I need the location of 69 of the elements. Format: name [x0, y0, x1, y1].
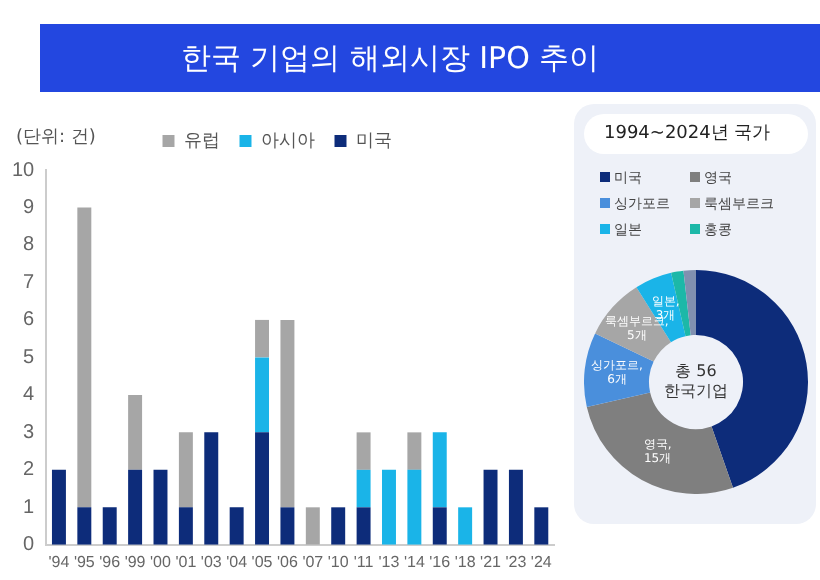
- bar: [432, 432, 447, 508]
- y-tick-label: 5: [23, 346, 36, 369]
- bar: [229, 507, 244, 545]
- y-tick-label: 1: [23, 496, 36, 519]
- x-tick-label: '03: [200, 552, 223, 571]
- bar: [356, 469, 371, 508]
- y-tick-label: 10: [12, 159, 36, 182]
- x-tick-label: '13: [378, 552, 401, 571]
- y-tick-label: 3: [23, 421, 36, 444]
- bar: [255, 357, 270, 433]
- bar: [102, 507, 117, 545]
- x-tick-label: '11: [353, 552, 375, 571]
- x-tick-label: '94: [48, 552, 71, 571]
- x-tick-label: '14: [403, 552, 426, 571]
- x-tick-label: '00: [150, 552, 173, 571]
- x-tick-label: '99: [124, 552, 147, 571]
- y-axis-title: (단위: 건): [16, 126, 96, 150]
- bar: [128, 469, 143, 545]
- bar: [280, 507, 295, 545]
- bar: [483, 469, 498, 545]
- chart-title: 1994~2024년 국가: [584, 114, 808, 154]
- bar: [356, 432, 371, 470]
- y-tick-label: 8: [23, 234, 36, 257]
- y-tick-label: 2: [23, 459, 36, 482]
- x-tick-label: '05: [251, 552, 274, 571]
- y-tick-label: 4: [23, 384, 36, 407]
- bar: [508, 469, 523, 545]
- bar: [204, 432, 219, 545]
- x-tick-label: '95: [73, 552, 96, 571]
- bar: [51, 469, 66, 545]
- y-tick-label: 7: [23, 271, 36, 294]
- bar: [356, 507, 371, 545]
- bar: [280, 319, 295, 508]
- legend-label: 미국: [355, 131, 392, 152]
- y-tick-label: 6: [23, 309, 36, 332]
- bar: [305, 507, 320, 545]
- bar: [331, 507, 346, 545]
- bar: [77, 207, 92, 508]
- x-tick-label: '23: [505, 552, 528, 571]
- text: 한국기업: [664, 382, 728, 401]
- x-tick-label: '04: [226, 552, 249, 571]
- bar: [432, 507, 447, 545]
- text: 총 56: [675, 362, 717, 381]
- x-tick-label: '01: [175, 552, 198, 571]
- chart-title: 한국 기업의 해외시장 IPO 추이: [40, 24, 820, 92]
- bar: [407, 432, 422, 470]
- legend-label: 아시아: [260, 131, 315, 152]
- bar: [534, 507, 549, 545]
- bar: [178, 507, 193, 545]
- x-tick-label: '18: [454, 552, 477, 571]
- bar: [458, 507, 473, 545]
- bar: [255, 319, 270, 358]
- x-tick-label: '06: [276, 552, 299, 571]
- x-tick-label: '24: [530, 552, 553, 571]
- y-tick-label: 0: [23, 534, 36, 557]
- x-tick-label: '21: [480, 552, 503, 571]
- bar: [382, 469, 396, 545]
- bar: [407, 469, 422, 545]
- y-tick-label: 9: [23, 196, 36, 219]
- bar: [77, 507, 92, 545]
- x-tick-label: '16: [429, 552, 452, 571]
- x-tick-label: '96: [99, 552, 122, 571]
- x-tick-label: '07: [302, 552, 325, 571]
- x-tick-label: '10: [327, 552, 350, 571]
- bar: [153, 469, 168, 545]
- bar: [255, 432, 270, 545]
- bar: [178, 432, 193, 508]
- legend-label: 유럽: [183, 131, 220, 152]
- bar: [128, 394, 143, 470]
